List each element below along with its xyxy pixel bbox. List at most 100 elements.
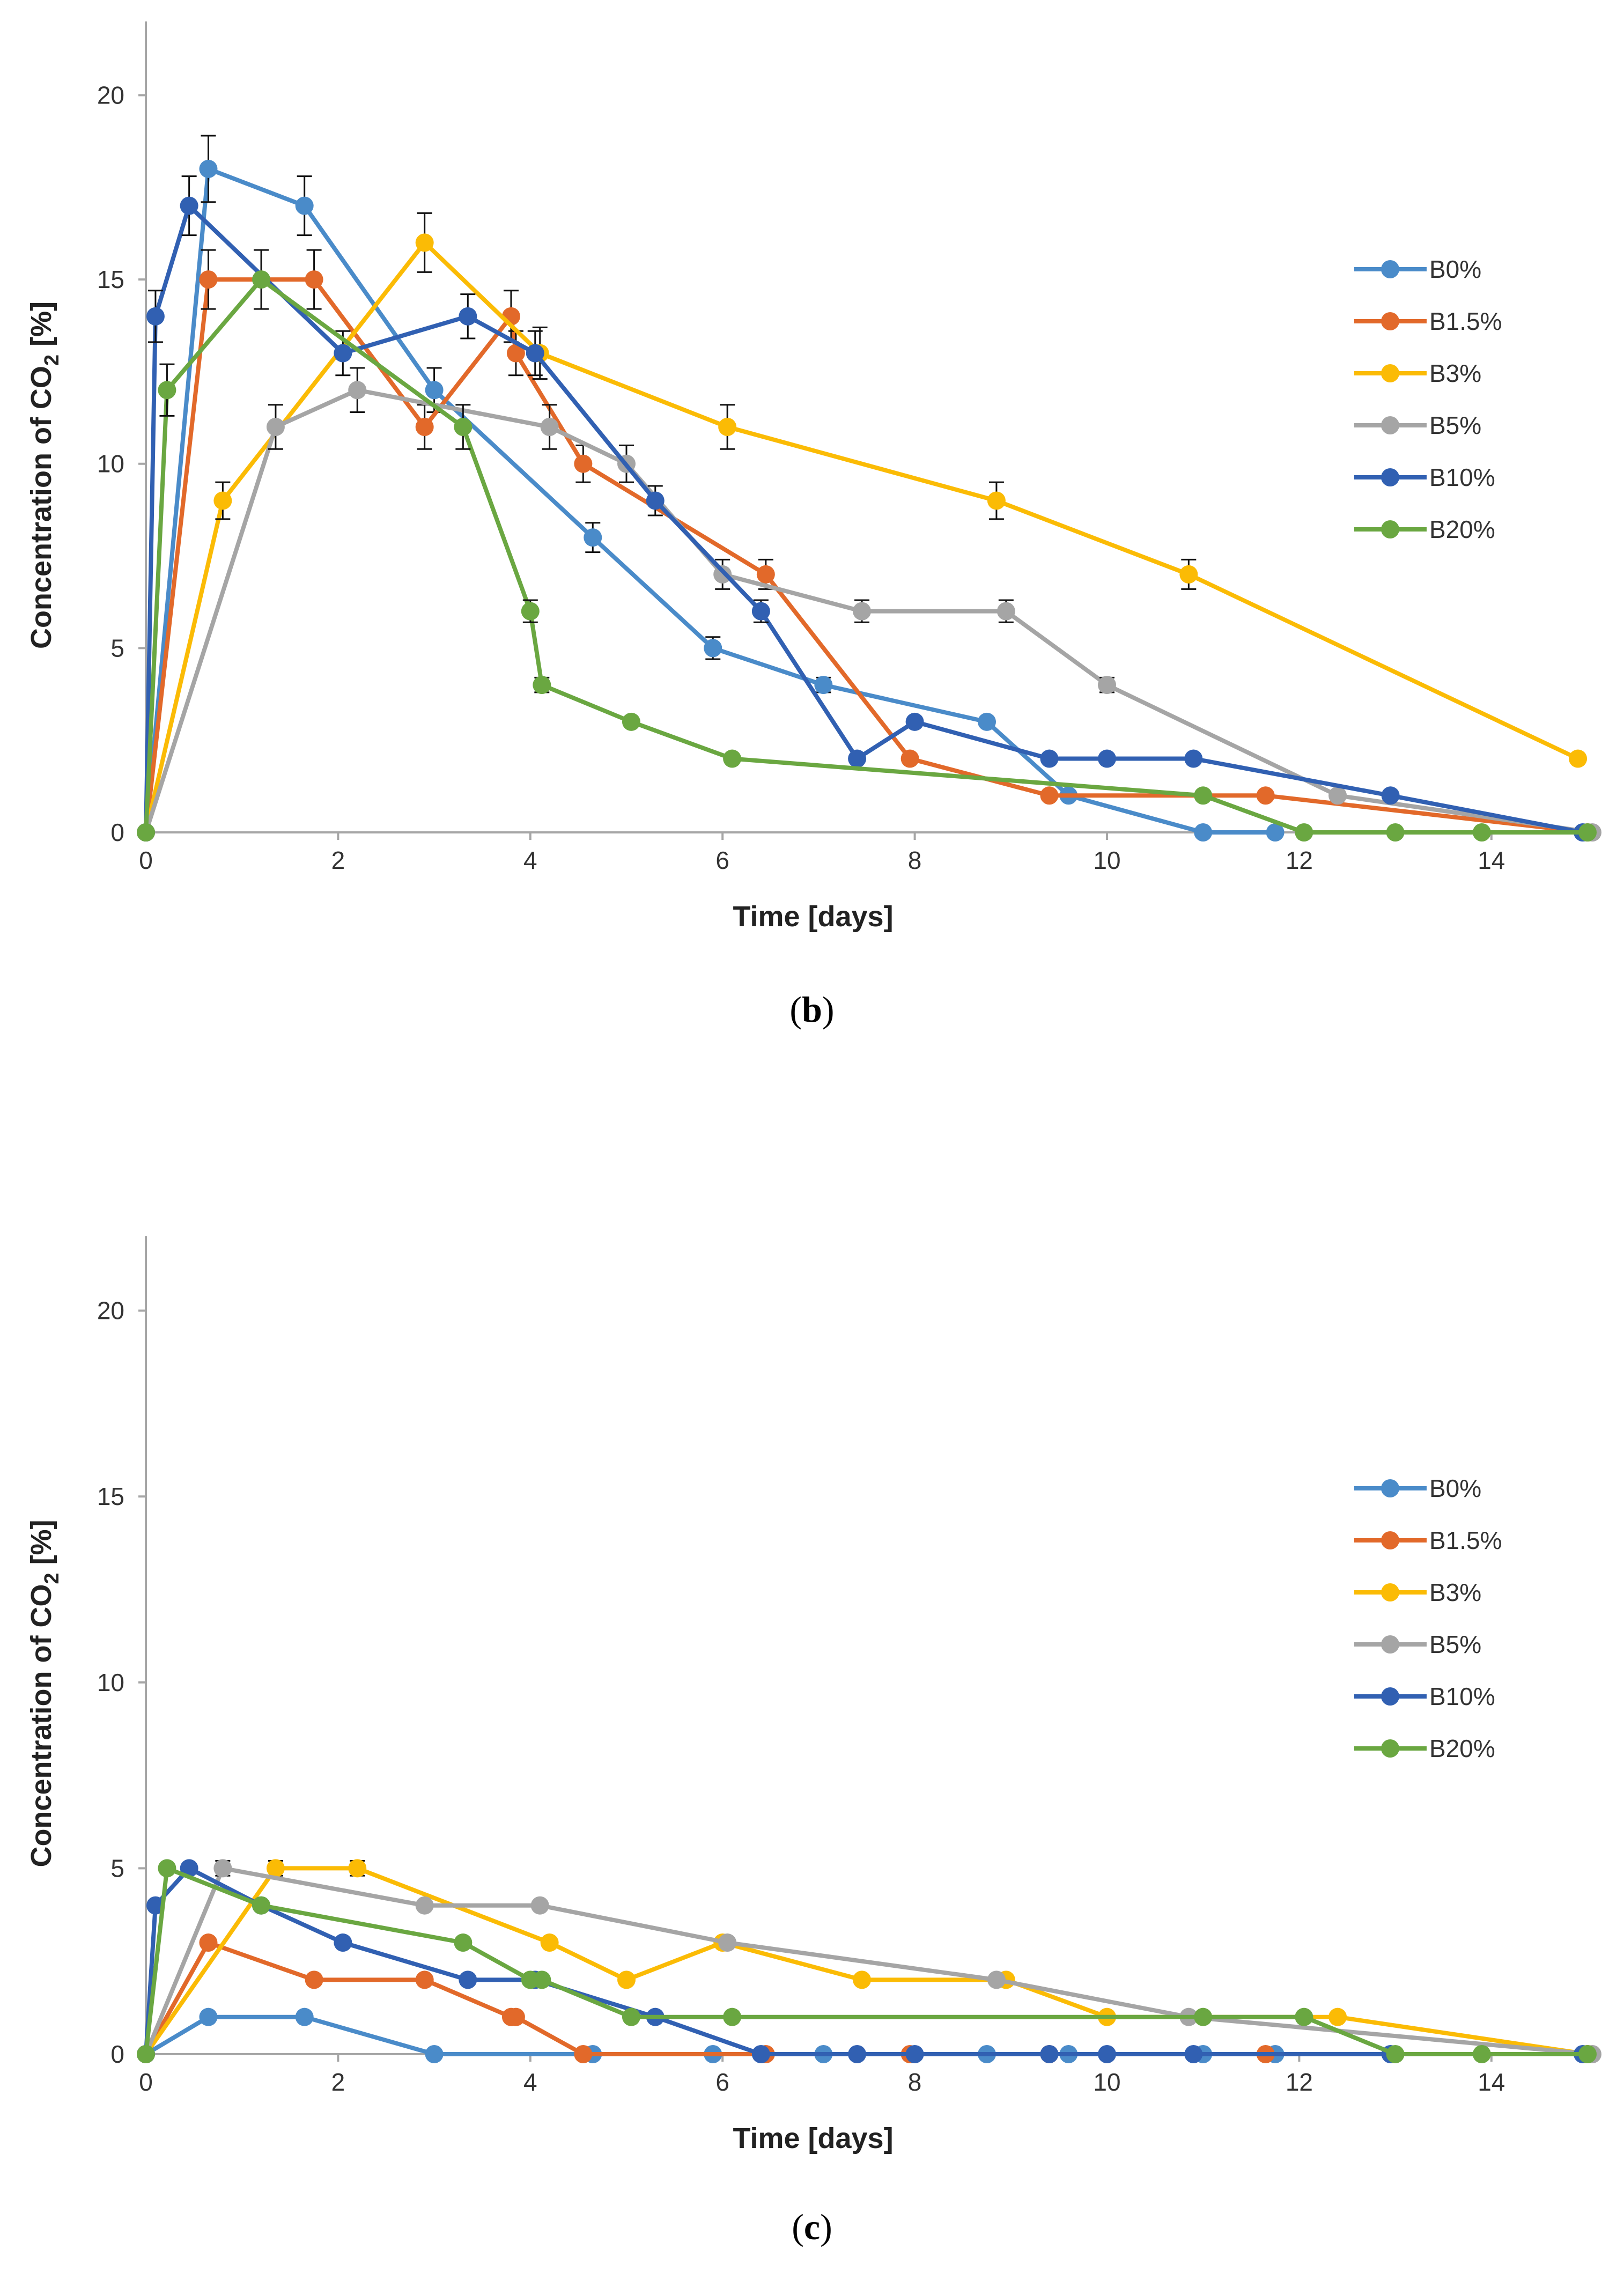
data-point [180, 196, 198, 215]
legend-label: B20% [1429, 515, 1495, 543]
data-point [415, 1970, 434, 1989]
y-tick-label: 20 [97, 81, 124, 109]
legend-label: B5% [1429, 1630, 1481, 1658]
data-point [1381, 786, 1400, 805]
y-axis-title: Concentration of CO2 [%] [25, 1519, 63, 1867]
data-point [146, 307, 165, 326]
data-point [252, 270, 271, 289]
legend-label: B10% [1429, 463, 1495, 491]
x-tick-label: 6 [715, 2068, 729, 2096]
series-line [144, 240, 1579, 833]
series-line [144, 277, 1588, 835]
legend-swatch-marker [1381, 1531, 1399, 1549]
y-axis-title: Concentration of CO2 [%] [25, 301, 63, 649]
x-tick-label: 6 [715, 846, 729, 874]
x-tick-label: 8 [908, 846, 922, 874]
series-line [144, 277, 1588, 835]
data-point [521, 602, 540, 621]
series-B3% [137, 212, 1588, 842]
data-point [348, 381, 367, 400]
legend-swatch-marker [1381, 312, 1399, 330]
data-point [1098, 749, 1116, 768]
x-tick-label: 0 [139, 2068, 153, 2096]
x-axis-title: Time [days] [733, 901, 893, 933]
data-point [305, 270, 323, 289]
data-point [848, 2045, 867, 2063]
legend-swatch-marker [1381, 364, 1399, 382]
data-point [506, 344, 525, 363]
data-point [713, 565, 732, 584]
data-point [584, 528, 602, 547]
data-point [506, 2007, 525, 2026]
data-point [213, 1859, 232, 1878]
data-point [751, 602, 770, 621]
data-point [1194, 786, 1213, 805]
data-point [814, 676, 833, 695]
data-point [1295, 823, 1313, 842]
legend-item: B0% [1354, 1474, 1481, 1502]
legend-label: B5% [1429, 411, 1481, 439]
legend-item: B3% [1354, 359, 1481, 387]
legend-label: B20% [1429, 1735, 1495, 1762]
data-point [574, 454, 593, 473]
data-point [853, 1970, 872, 1989]
x-tick-label: 10 [1093, 2068, 1120, 2096]
data-point [756, 565, 775, 584]
data-point [334, 344, 352, 363]
data-point [540, 1933, 559, 1952]
data-point [1578, 2045, 1597, 2063]
data-point [723, 749, 742, 768]
series-line [144, 203, 1583, 835]
x-tick-label: 10 [1093, 846, 1120, 874]
data-point [1194, 823, 1213, 842]
data-point [978, 712, 996, 731]
data-point [704, 639, 722, 658]
y-tick-label: 0 [110, 2040, 124, 2068]
legend-item: B5% [1354, 1630, 1481, 1658]
legend-label: B3% [1429, 359, 1481, 387]
data-point [1184, 749, 1203, 768]
x-tick-label: 14 [1478, 2068, 1505, 2096]
data-point [905, 2045, 924, 2063]
data-point [454, 1933, 473, 1952]
legend-swatch-marker [1381, 1635, 1399, 1654]
data-point [905, 712, 924, 731]
data-point [459, 1970, 477, 1989]
x-tick-label: 0 [139, 846, 153, 874]
data-point [533, 676, 551, 695]
data-point [526, 344, 544, 363]
series-line [144, 166, 1275, 835]
series-B10% [137, 175, 1592, 842]
data-point [848, 749, 867, 768]
data-point [415, 1896, 434, 1915]
data-point [1295, 2007, 1313, 2026]
data-point [305, 1970, 323, 1989]
data-point [1386, 2045, 1405, 2063]
data-point [900, 749, 919, 768]
series-line [144, 1866, 1583, 2056]
data-point [425, 381, 444, 400]
legend-item: B5% [1354, 411, 1481, 439]
x-tick-label: 2 [331, 846, 345, 874]
legend-label: B0% [1429, 255, 1481, 283]
data-point [1256, 786, 1275, 805]
data-point [987, 1970, 1006, 1989]
data-point [533, 1970, 551, 1989]
data-point [540, 418, 559, 436]
data-point [1266, 823, 1285, 842]
y-tick-label: 15 [97, 1482, 124, 1510]
series-B0% [137, 135, 1285, 842]
data-point [158, 1859, 176, 1878]
legend-item: B1.5% [1354, 1526, 1502, 1554]
y-tick-label: 10 [97, 1669, 124, 1696]
data-point [1569, 749, 1588, 768]
data-point [530, 1896, 549, 1915]
x-tick-label: 14 [1478, 846, 1505, 874]
data-point [266, 1859, 285, 1878]
legend-item: B20% [1354, 515, 1495, 543]
data-point [199, 1933, 218, 1952]
data-point [622, 2007, 640, 2026]
data-point [1179, 565, 1198, 584]
x-tick-label: 2 [331, 2068, 345, 2096]
